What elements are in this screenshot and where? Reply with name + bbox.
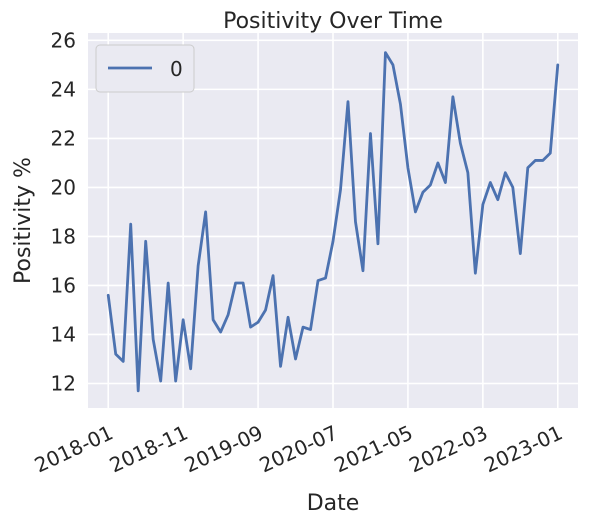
y-tick-label: 22	[51, 126, 76, 150]
legend-label: 0	[170, 57, 183, 81]
y-tick-label: 14	[51, 322, 76, 346]
x-tick-label: 2023-01	[480, 420, 566, 477]
y-tick-label: 20	[51, 175, 76, 199]
x-axis-label: Date	[307, 491, 360, 516]
x-tick-label: 2019-09	[181, 420, 267, 477]
x-tick-label: 2018-11	[106, 420, 192, 477]
series-layer	[106, 51, 560, 393]
legend: 0	[95, 44, 195, 93]
y-tick-label: 16	[51, 273, 76, 297]
y-tick-label: 12	[51, 371, 76, 395]
x-axis-ticks: 2018-012018-112019-092020-072021-052022-…	[31, 420, 566, 477]
y-axis-ticks: 12 14 16 18 20 22 24 26	[51, 28, 76, 395]
chart-title: Positivity Over Time	[223, 9, 443, 34]
y-tick-label: 26	[51, 28, 76, 52]
x-tick-label: 2021-05	[330, 420, 416, 477]
x-tick-label: 2018-01	[31, 420, 117, 477]
series-line	[106, 51, 560, 393]
y-axis-label: Positivity %	[11, 157, 36, 284]
y-tick-label: 24	[51, 77, 76, 101]
y-tick-label: 18	[51, 224, 76, 248]
x-tick-label: 2020-07	[256, 420, 342, 477]
x-tick-label: 2022-03	[405, 420, 491, 477]
